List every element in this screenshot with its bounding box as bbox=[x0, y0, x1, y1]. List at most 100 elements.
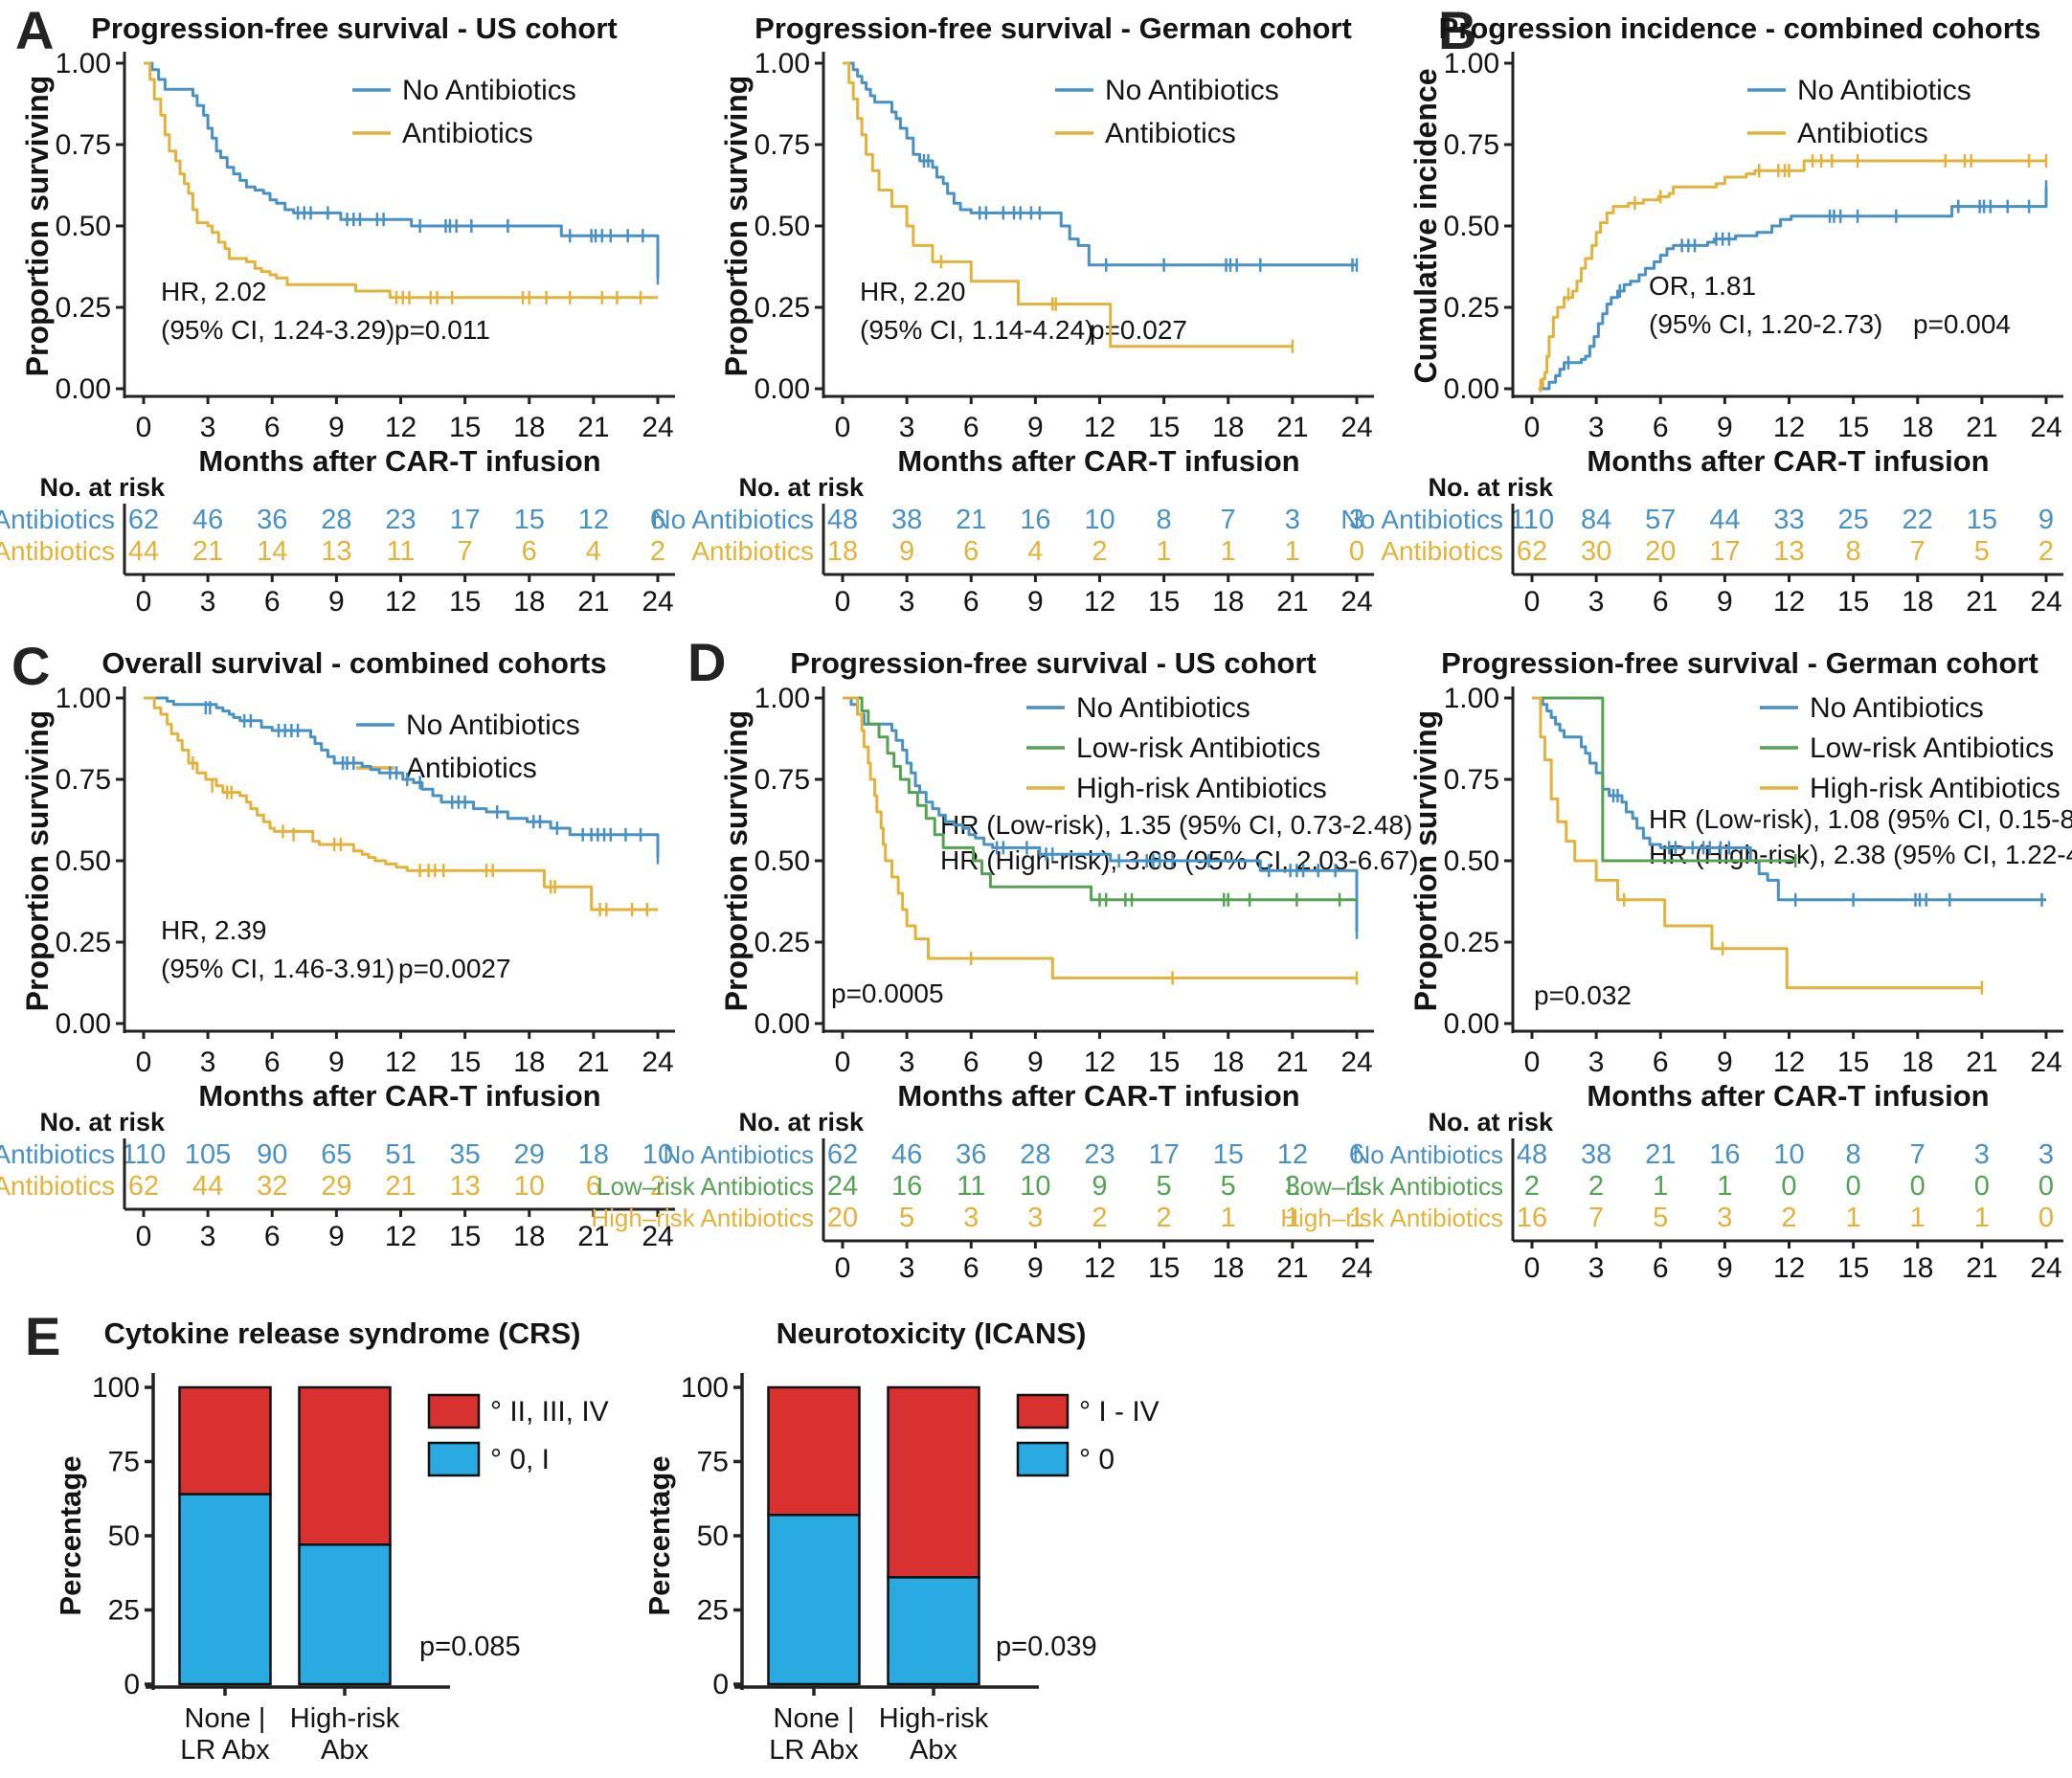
svg-text:High-risk: High-risk bbox=[290, 1703, 400, 1734]
panel-progression-incidence: Progression incidence - combined cohorts… bbox=[1340, 0, 2072, 622]
svg-text:46: 46 bbox=[891, 1139, 922, 1170]
svg-text:3: 3 bbox=[1285, 1171, 1300, 1202]
svg-text:9: 9 bbox=[2038, 505, 2054, 535]
svg-text:3: 3 bbox=[963, 1203, 979, 1233]
svg-text:0: 0 bbox=[1524, 586, 1541, 618]
svg-text:Antibiotics: Antibiotics bbox=[1105, 118, 1236, 149]
svg-text:LR Abx: LR Abx bbox=[769, 1735, 859, 1766]
svg-text:38: 38 bbox=[891, 505, 922, 535]
svg-text:0.25: 0.25 bbox=[1444, 292, 1499, 324]
svg-text:No. at risk: No. at risk bbox=[1428, 1108, 1554, 1137]
svg-text:12: 12 bbox=[1084, 586, 1115, 618]
svg-text:21: 21 bbox=[1966, 1252, 1997, 1284]
svg-text:12: 12 bbox=[1084, 412, 1115, 443]
svg-text:3: 3 bbox=[899, 1252, 915, 1284]
svg-text:12: 12 bbox=[578, 505, 609, 535]
svg-text:24: 24 bbox=[2030, 1252, 2061, 1284]
svg-text:0: 0 bbox=[2038, 1203, 2054, 1233]
svg-text:3: 3 bbox=[1588, 1047, 1605, 1078]
svg-text:3: 3 bbox=[1588, 1252, 1605, 1284]
svg-text:1.00: 1.00 bbox=[754, 48, 810, 79]
svg-text:13: 13 bbox=[449, 1171, 480, 1202]
svg-text:12: 12 bbox=[385, 1221, 417, 1252]
km-chart-pfs-german-3group: 0.000.250.500.751.000 3 6 9 12 15 18 21 24Months… bbox=[1280, 683, 2072, 1284]
svg-text:2: 2 bbox=[1092, 1203, 1107, 1233]
svg-text:44: 44 bbox=[1709, 505, 1740, 535]
svg-text:16: 16 bbox=[891, 1171, 922, 1202]
svg-text:0: 0 bbox=[1349, 536, 1364, 567]
svg-text:18: 18 bbox=[513, 412, 545, 443]
svg-text:0.00: 0.00 bbox=[1444, 373, 1499, 405]
svg-text:90: 90 bbox=[257, 1139, 287, 1170]
svg-text:21: 21 bbox=[956, 505, 986, 535]
svg-text:6: 6 bbox=[963, 1047, 980, 1078]
panel-overall-survival: Overall survival - combined cohorts 0.00… bbox=[0, 635, 699, 1289]
svg-text:0: 0 bbox=[136, 586, 152, 618]
svg-text:48: 48 bbox=[827, 505, 858, 535]
svg-text:1: 1 bbox=[1974, 1203, 1990, 1233]
svg-text:44: 44 bbox=[128, 536, 159, 567]
svg-text:p=0.004: p=0.004 bbox=[1913, 309, 2011, 339]
svg-text:None |: None | bbox=[774, 1703, 855, 1734]
svg-text:13: 13 bbox=[321, 536, 351, 567]
svg-text:84: 84 bbox=[1581, 505, 1611, 535]
svg-text:0.00: 0.00 bbox=[56, 373, 111, 405]
svg-text:38: 38 bbox=[1581, 1139, 1611, 1170]
svg-text:No Antibiotics: No Antibiotics bbox=[1340, 505, 1503, 534]
svg-text:15: 15 bbox=[1967, 505, 1997, 535]
svg-text:p=0.085: p=0.085 bbox=[419, 1632, 521, 1662]
svg-text:3: 3 bbox=[200, 1221, 216, 1252]
svg-text:2: 2 bbox=[650, 536, 665, 567]
panel-pfs-german-3group: Progression-free survival - German cohor… bbox=[1280, 635, 2072, 1289]
svg-text:No Antibiotics: No Antibiotics bbox=[1797, 75, 1971, 106]
svg-text:2: 2 bbox=[2038, 536, 2054, 567]
svg-text:No Antibiotics: No Antibiotics bbox=[1810, 692, 1984, 724]
svg-text:24: 24 bbox=[827, 1171, 858, 1202]
svg-text:0: 0 bbox=[1910, 1171, 1926, 1202]
svg-text:3: 3 bbox=[1588, 412, 1605, 443]
svg-text:18: 18 bbox=[1212, 1047, 1244, 1078]
svg-text:75: 75 bbox=[108, 1447, 140, 1478]
svg-text:7: 7 bbox=[1910, 1139, 1926, 1170]
panel-title-overall-survival: Overall survival - combined cohorts bbox=[101, 646, 607, 680]
svg-text:HR (Low-risk), 1.08 (95% CI, 0: HR (Low-risk), 1.08 (95% CI, 0.15-8.04) bbox=[1649, 804, 2072, 834]
svg-text:28: 28 bbox=[321, 505, 351, 535]
svg-text:6: 6 bbox=[1653, 586, 1669, 618]
svg-text:3: 3 bbox=[1349, 505, 1364, 535]
svg-text:0: 0 bbox=[835, 412, 851, 443]
svg-text:29: 29 bbox=[321, 1171, 351, 1202]
svg-text:High-risk Antibiotics: High-risk Antibiotics bbox=[1810, 773, 2061, 804]
panel-pfs-us-3group: Progression-free survival - US cohort 0.… bbox=[591, 635, 1418, 1289]
svg-text:p=0.039: p=0.039 bbox=[996, 1632, 1097, 1662]
svg-text:12: 12 bbox=[1084, 1252, 1115, 1284]
svg-text:0: 0 bbox=[712, 1669, 729, 1700]
svg-text:0: 0 bbox=[136, 1047, 152, 1078]
svg-text:12: 12 bbox=[1277, 1139, 1308, 1170]
svg-text:3: 3 bbox=[1717, 1203, 1732, 1233]
svg-text:7: 7 bbox=[1221, 505, 1236, 535]
svg-text:Antibiotics: Antibiotics bbox=[1381, 536, 1503, 566]
svg-text:12: 12 bbox=[385, 586, 417, 618]
svg-text:0.75: 0.75 bbox=[56, 764, 111, 796]
svg-text:0.25: 0.25 bbox=[56, 927, 111, 958]
svg-text:30: 30 bbox=[1581, 536, 1611, 567]
svg-text:0.50: 0.50 bbox=[56, 845, 111, 877]
svg-text:15: 15 bbox=[514, 505, 545, 535]
svg-text:0.50: 0.50 bbox=[1444, 845, 1499, 877]
svg-text:21: 21 bbox=[1276, 586, 1308, 618]
svg-text:18: 18 bbox=[1902, 1252, 1933, 1284]
svg-text:16: 16 bbox=[1709, 1139, 1740, 1170]
panel-title-pfs-german: Progression-free survival - German cohor… bbox=[754, 11, 1352, 45]
svg-text:p=0.032: p=0.032 bbox=[1534, 980, 1632, 1010]
svg-text:No Antibiotics: No Antibiotics bbox=[663, 1140, 814, 1169]
svg-text:18: 18 bbox=[1902, 412, 1933, 443]
svg-text:6: 6 bbox=[1653, 412, 1669, 443]
svg-text:50: 50 bbox=[108, 1520, 140, 1552]
panel-pfs-us: Progression-free survival - US cohort 0.… bbox=[0, 0, 699, 622]
svg-text:36: 36 bbox=[956, 1139, 986, 1170]
svg-text:21: 21 bbox=[577, 412, 609, 443]
svg-text:12: 12 bbox=[1773, 1047, 1805, 1078]
svg-text:15: 15 bbox=[449, 1047, 481, 1078]
svg-text:No. at risk: No. at risk bbox=[738, 473, 865, 502]
svg-text:18: 18 bbox=[1902, 1047, 1933, 1078]
